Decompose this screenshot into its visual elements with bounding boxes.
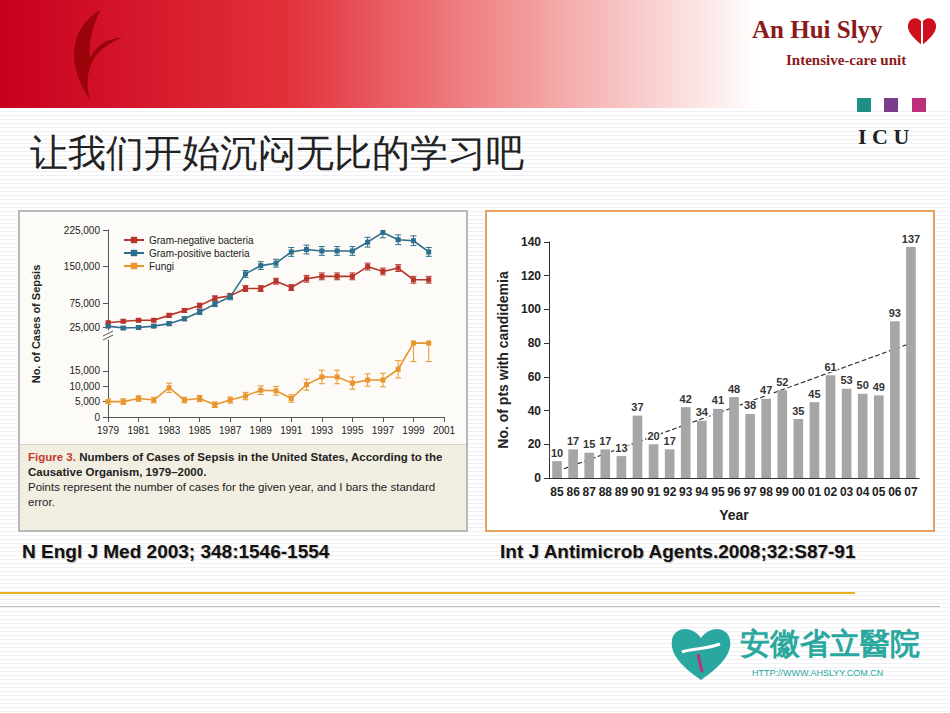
svg-text:93: 93 [889,307,901,319]
svg-text:20: 20 [647,430,659,442]
svg-text:15: 15 [583,438,595,450]
svg-text:1991: 1991 [280,425,303,436]
html-text:N Engl J Med 2003; 348:1546-15: N Engl J Med 2003; 348:1546-1554 [22,541,330,562]
svg-text:42: 42 [680,393,692,405]
svg-text:20: 20 [528,437,542,451]
svg-text:1983: 1983 [158,425,181,436]
svg-text:61: 61 [824,361,836,373]
svg-text:99: 99 [776,485,790,499]
svg-text:137: 137 [902,233,920,245]
svg-text:1981: 1981 [127,425,150,436]
svg-text:No. of Cases of Sepsis: No. of Cases of Sepsis [30,265,42,384]
svg-text:1987: 1987 [219,425,242,436]
svg-text:07: 07 [904,485,918,499]
svg-text:89: 89 [615,485,629,499]
svg-text:92: 92 [663,485,677,499]
svg-text:150,000: 150,000 [64,261,101,272]
svg-text:35: 35 [792,405,804,417]
svg-text:1989: 1989 [250,425,273,436]
svg-text:34: 34 [696,406,709,418]
svg-text:Gram-positive bacteria: Gram-positive bacteria [149,248,250,259]
svg-text:86: 86 [566,485,580,499]
svg-text:1995: 1995 [341,425,364,436]
svg-text:60: 60 [528,370,542,384]
svg-text:93: 93 [679,485,693,499]
svg-text:40: 40 [528,404,542,418]
html-text:Int J Antimicrob Agents.2008;3: Int J Antimicrob Agents.2008;32:S87-91 [500,541,856,562]
svg-text:1997: 1997 [372,425,395,436]
svg-text:45: 45 [808,388,820,400]
svg-text:52: 52 [776,376,788,388]
html-text:Intensive-care unit: Intensive-care unit [786,52,907,68]
html-text:An Hui Slyy: An Hui Slyy [752,16,883,43]
svg-text:00: 00 [792,485,806,499]
svg-text:13: 13 [615,442,627,454]
svg-text:17: 17 [664,435,676,447]
svg-text:85: 85 [550,485,564,499]
svg-text:94: 94 [695,485,709,499]
svg-text:17: 17 [599,435,611,447]
svg-text:98: 98 [759,485,773,499]
svg-text:No. of pts with candidemia: No. of pts with candidemia [495,271,511,449]
html-text:Figure 3. Numbers of Cases of: Figure 3. Numbers of Cases of Sepsis in … [28,451,443,478]
svg-text:87: 87 [583,485,597,499]
svg-text:120: 120 [521,269,541,283]
svg-text:48: 48 [728,383,740,395]
svg-text:37: 37 [631,401,643,413]
svg-text:25,000: 25,000 [69,322,100,333]
svg-text:5,000: 5,000 [75,396,100,407]
svg-text:88: 88 [599,485,613,499]
svg-text:97: 97 [743,485,757,499]
svg-text:1979: 1979 [97,425,120,436]
svg-text:10: 10 [551,447,563,459]
svg-text:50: 50 [857,379,869,391]
svg-text:03: 03 [840,485,854,499]
svg-text:100: 100 [521,302,541,316]
html-text:安徽省立醫院: 安徽省立醫院 [740,626,920,661]
svg-text:38: 38 [744,399,756,411]
svg-text:Fungi: Fungi [149,261,174,272]
html-text:Points represent the number of: Points represent the number of cases for… [28,481,436,508]
svg-text:15,000: 15,000 [69,365,100,376]
svg-text:140: 140 [521,235,541,249]
svg-text:02: 02 [824,485,838,499]
svg-text:96: 96 [727,485,741,499]
svg-text:80: 80 [528,336,542,350]
svg-text:53: 53 [840,374,852,386]
html-text:让我们开始沉闷无比的学习吧: 让我们开始沉闷无比的学习吧 [30,131,524,175]
svg-text:17: 17 [567,435,579,447]
svg-text:05: 05 [872,485,886,499]
svg-text:225,000: 225,000 [64,225,101,236]
svg-text:91: 91 [647,485,661,499]
svg-text:1985: 1985 [189,425,212,436]
svg-text:10,000: 10,000 [69,381,100,392]
svg-text:01: 01 [808,485,822,499]
html-text:I C U: I C U [858,124,910,149]
svg-text:1999: 1999 [402,425,425,436]
svg-text:47: 47 [760,384,772,396]
svg-text:2001: 2001 [433,425,456,436]
svg-text:0: 0 [94,412,100,423]
svg-text:04: 04 [856,485,870,499]
svg-text:95: 95 [711,485,725,499]
svg-text:75,000: 75,000 [69,298,100,309]
svg-text:90: 90 [631,485,645,499]
svg-text:41: 41 [712,394,724,406]
svg-text:49: 49 [873,381,885,393]
svg-text:Gram-negative bacteria: Gram-negative bacteria [149,235,254,246]
svg-text:0: 0 [534,471,541,485]
svg-text:1993: 1993 [311,425,334,436]
svg-text:Year: Year [719,507,749,523]
svg-text:06: 06 [888,485,902,499]
html-text:HTTP://WWW.AHSLYY.COM.CN: HTTP://WWW.AHSLYY.COM.CN [752,668,884,678]
